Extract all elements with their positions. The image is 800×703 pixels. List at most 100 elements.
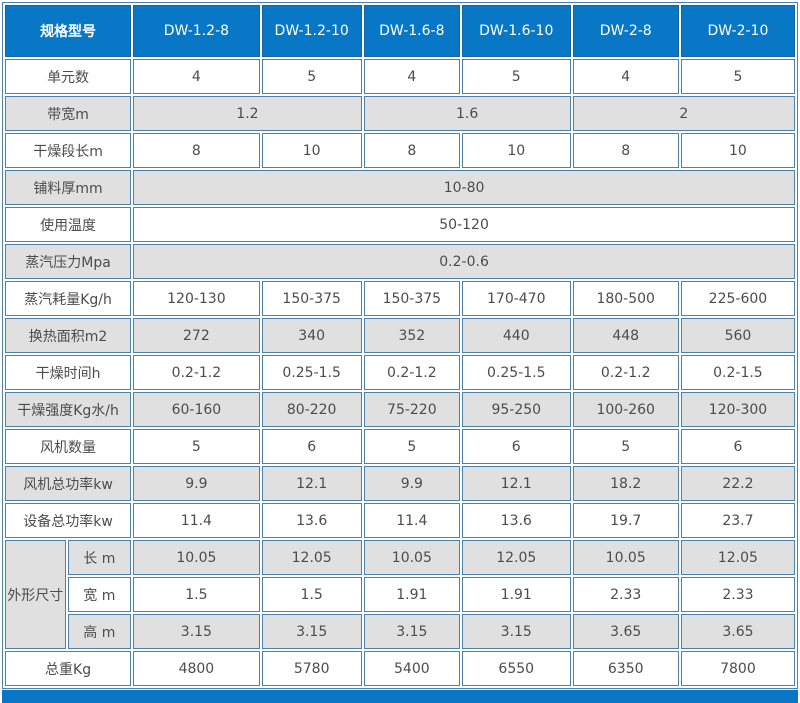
cell: 6 (461, 429, 571, 464)
cell: 150-375 (363, 281, 460, 316)
cell: 12.05 (261, 540, 362, 575)
cell: 12.1 (261, 466, 362, 501)
cell: 1.91 (461, 577, 571, 612)
cell: 13.6 (261, 503, 362, 538)
cell: 272 (133, 318, 260, 353)
cell: 5 (461, 59, 571, 94)
header-model: DW-1.6-8 (363, 5, 460, 57)
cell: 10.05 (572, 540, 679, 575)
row-equip-total-power: 设备总功率kw 11.4 13.6 11.4 13.6 19.7 23.7 (5, 503, 795, 538)
cell: 3.15 (461, 614, 571, 649)
cell: 10 (461, 133, 571, 168)
cell: 80-220 (261, 392, 362, 427)
cell-fullspan: 50-120 (133, 207, 795, 242)
header-model: DW-1.6-10 (461, 5, 571, 57)
row-label: 风机数量 (5, 429, 132, 464)
row-label: 蒸汽压力Mpa (5, 244, 132, 279)
cell: 60-160 (133, 392, 260, 427)
row-drying-intensity: 干燥强度Kg水/h 60-160 80-220 75-220 95-250 10… (5, 392, 795, 427)
cell: 10.05 (363, 540, 460, 575)
cell: 10 (261, 133, 362, 168)
cell-merged: 2 (572, 96, 795, 131)
cell: 3.15 (261, 614, 362, 649)
cell: 340 (261, 318, 362, 353)
cell-merged: 1.6 (363, 96, 571, 131)
row-fan-total-power: 风机总功率kw 9.9 12.1 9.9 12.1 18.2 22.2 (5, 466, 795, 501)
cell: 5400 (363, 651, 460, 686)
cell: 12.1 (461, 466, 571, 501)
cell: 12.05 (680, 540, 795, 575)
row-label: 蒸汽耗量Kg/h (5, 281, 132, 316)
row-fan-count: 风机数量 5 6 5 6 5 6 (5, 429, 795, 464)
row-label: 风机总功率kw (5, 466, 132, 501)
row-label: 总重Kg (5, 651, 132, 686)
cell: 75-220 (363, 392, 460, 427)
cell: 7800 (680, 651, 795, 686)
row-steam-pressure: 蒸汽压力Mpa 0.2-0.6 (5, 244, 795, 279)
row-units: 单元数 4 5 4 5 4 5 (5, 59, 795, 94)
cell-fullspan: 10-80 (133, 170, 795, 205)
cell: 4 (363, 59, 460, 94)
row-label: 使用温度 (5, 207, 132, 242)
cell: 8 (133, 133, 260, 168)
row-label: 干燥段长m (5, 133, 132, 168)
cell-fullspan: 0.2-0.6 (133, 244, 795, 279)
row-dimension-height: 高 m 3.15 3.15 3.15 3.15 3.65 3.65 (5, 614, 795, 649)
cell: 170-470 (461, 281, 571, 316)
cell: 560 (680, 318, 795, 353)
cell: 0.25-1.5 (261, 355, 362, 390)
row-sublabel: 长 m (67, 540, 132, 575)
bottom-accent-bar (2, 690, 798, 703)
cell: 23.7 (680, 503, 795, 538)
header-row: 规格型号 DW-1.2-8 DW-1.2-10 DW-1.6-8 DW-1.6-… (5, 5, 795, 57)
cell: 8 (572, 133, 679, 168)
row-operating-temp: 使用温度 50-120 (5, 207, 795, 242)
cell: 10 (680, 133, 795, 168)
cell: 5 (572, 429, 679, 464)
cell: 1.5 (133, 577, 260, 612)
cell: 1.91 (363, 577, 460, 612)
header-model: DW-2-8 (572, 5, 679, 57)
cell: 4800 (133, 651, 260, 686)
cell: 5780 (261, 651, 362, 686)
row-label: 干燥时间h (5, 355, 132, 390)
cell: 5 (680, 59, 795, 94)
cell: 5 (261, 59, 362, 94)
cell: 95-250 (461, 392, 571, 427)
row-sublabel: 高 m (67, 614, 132, 649)
cell: 6550 (461, 651, 571, 686)
cell: 3.65 (572, 614, 679, 649)
row-label: 设备总功率kw (5, 503, 132, 538)
row-belt-width: 带宽m 1.2 1.6 2 (5, 96, 795, 131)
cell: 100-260 (572, 392, 679, 427)
row-label: 换热面积m2 (5, 318, 132, 353)
cell: 225-600 (680, 281, 795, 316)
cell: 22.2 (680, 466, 795, 501)
cell: 13.6 (461, 503, 571, 538)
cell: 10.05 (133, 540, 260, 575)
row-heat-exchange-area: 换热面积m2 272 340 352 440 448 560 (5, 318, 795, 353)
cell: 6 (261, 429, 362, 464)
cell: 4 (572, 59, 679, 94)
row-material-thickness: 铺料厚mm 10-80 (5, 170, 795, 205)
row-dimension-length: 外形尺寸 长 m 10.05 12.05 10.05 12.05 10.05 1… (5, 540, 795, 649)
cell: 0.2-1.2 (572, 355, 679, 390)
cell: 180-500 (572, 281, 679, 316)
cell: 0.2-1.5 (680, 355, 795, 390)
header-model: DW-1.2-10 (261, 5, 362, 57)
cell: 9.9 (363, 466, 460, 501)
cell: 2.33 (680, 577, 795, 612)
row-label: 铺料厚mm (5, 170, 132, 205)
cell: 3.15 (133, 614, 260, 649)
cell: 5 (363, 429, 460, 464)
cell: 4 (133, 59, 260, 94)
cell: 0.25-1.5 (461, 355, 571, 390)
cell: 9.9 (133, 466, 260, 501)
cell: 0.2-1.2 (133, 355, 260, 390)
row-label: 干燥强度Kg水/h (5, 392, 132, 427)
row-dimension-width: 宽 m 1.5 1.5 1.91 1.91 2.33 2.33 (5, 577, 795, 612)
cell: 448 (572, 318, 679, 353)
row-label: 单元数 (5, 59, 132, 94)
cell: 0.2-1.2 (363, 355, 460, 390)
